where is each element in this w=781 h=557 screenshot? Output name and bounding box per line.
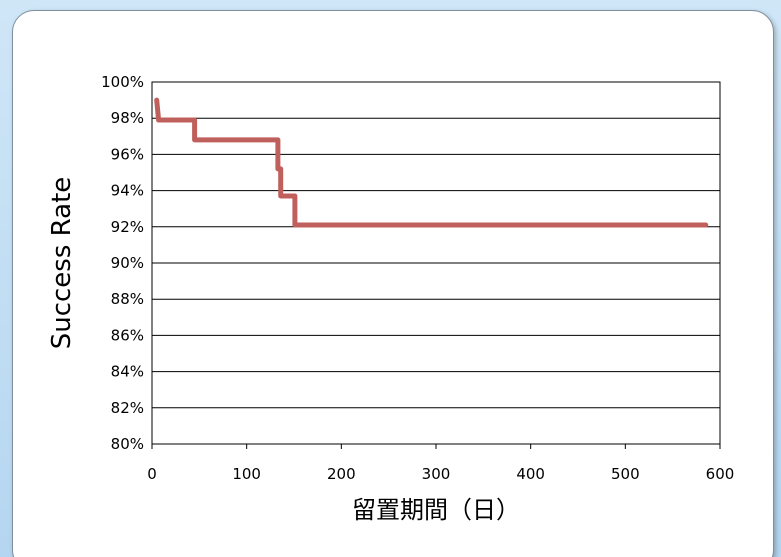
- y-tick-label: 100%: [101, 73, 144, 91]
- y-tick-label: 96%: [111, 145, 144, 163]
- y-tick-label: 80%: [111, 435, 144, 453]
- y-tick-label: 84%: [111, 363, 144, 381]
- y-tick-label: 94%: [111, 182, 144, 200]
- x-tick-label: 0: [147, 465, 157, 483]
- y-axis-tick-labels: 80% 82% 84% 86% 88% 90% 92% 94% 96% 98% 100%: [101, 73, 144, 453]
- x-tick-label: 300: [422, 465, 451, 483]
- y-tick-label: 98%: [111, 109, 144, 127]
- series-layer: [154, 97, 709, 228]
- y-tick-label: 92%: [111, 218, 144, 236]
- y-tick-label: 90%: [111, 254, 144, 272]
- x-tick-label: 200: [327, 465, 356, 483]
- x-tick-label: 500: [611, 465, 640, 483]
- series-line-0: [154, 97, 709, 228]
- x-tick-label: 100: [232, 465, 261, 483]
- plot-area: [151, 81, 721, 445]
- chart-card: [12, 10, 774, 557]
- y-axis-title: Success Rate: [47, 177, 77, 350]
- x-axis-title: 留置期間（日）: [352, 496, 520, 524]
- y-tick-label: 88%: [111, 290, 144, 308]
- y-tick-label: 82%: [111, 399, 144, 417]
- x-tick-label: 400: [516, 465, 545, 483]
- y-tick-label: 86%: [111, 326, 144, 344]
- grid-lines: [151, 81, 721, 449]
- x-tick-label: 600: [706, 465, 735, 483]
- x-axis-tick-labels: 0 100 200 300 400 500 600: [147, 465, 734, 483]
